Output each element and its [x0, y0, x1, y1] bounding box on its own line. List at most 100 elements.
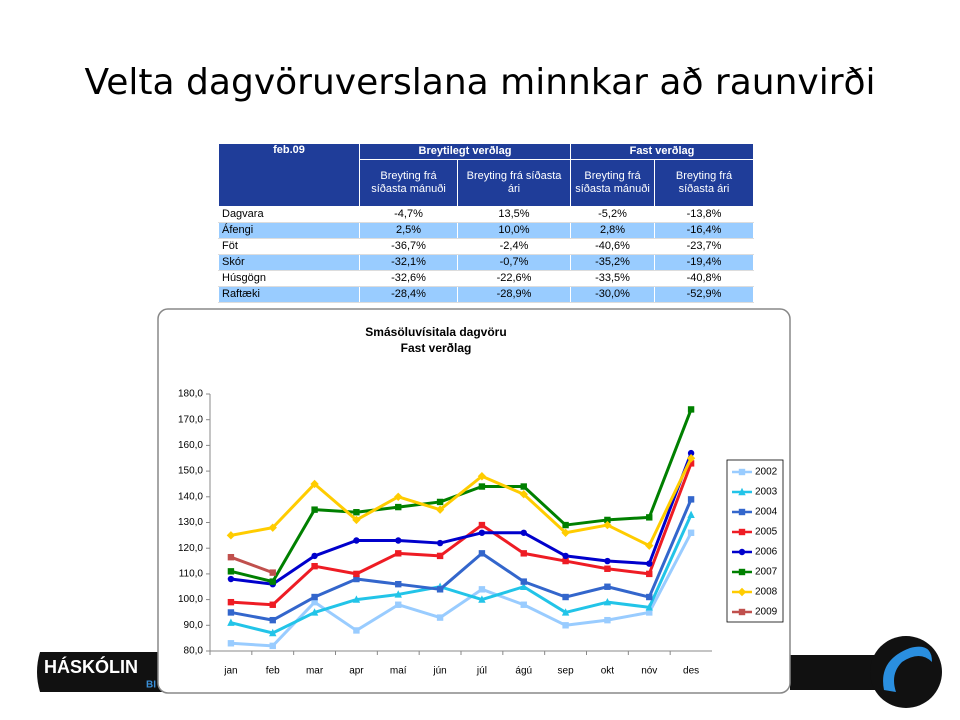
- point: [603, 597, 612, 606]
- point: [436, 498, 444, 506]
- table-cell: -13,8%: [654, 206, 754, 223]
- series-line: [230, 452, 693, 586]
- point: [227, 553, 235, 561]
- legend-label: 2004: [755, 507, 778, 518]
- row-label: Föt: [218, 238, 360, 255]
- chart-frame: [157, 308, 791, 694]
- logo-sub: BI: [146, 680, 156, 691]
- table-cell: 10,0%: [457, 222, 571, 239]
- point: [478, 529, 486, 536]
- group-header: Fast verðlag: [570, 143, 754, 160]
- table-body: Dagvara -4,7% 13,5% -5,2% -13,8% Áfengi 2,5% 10…: [218, 206, 754, 303]
- point: [604, 565, 611, 572]
- series-line: [230, 555, 274, 575]
- y-tick-label: 80,0: [184, 646, 204, 657]
- series-line: [230, 462, 693, 607]
- legend-marker: [738, 508, 746, 516]
- sub-header: Breyting frá síðasta ári: [457, 159, 571, 207]
- point: [645, 603, 653, 611]
- x-tick-label: ágú: [515, 666, 532, 677]
- y-tick-label: 110,0: [179, 569, 204, 580]
- point: [395, 550, 402, 557]
- x-tick-label: nóv: [641, 666, 657, 677]
- x-tick-label: júl: [476, 666, 487, 677]
- point: [604, 557, 611, 565]
- point: [352, 595, 361, 603]
- point: [478, 595, 486, 603]
- logo-text: HÁSKÓLIN: [44, 656, 138, 677]
- table-row: Dagvara -4,7% 13,5% -5,2% -13,8%: [218, 206, 754, 223]
- point: [562, 557, 569, 565]
- table-row: Áfengi 2,5% 10,0% 2,8% -16,4%: [218, 222, 754, 239]
- table-cell: -52,9%: [654, 286, 754, 303]
- legend-box: [726, 459, 784, 623]
- point: [562, 521, 569, 529]
- point: [311, 598, 318, 606]
- data-table: feb.09 Breytilegt verðlag Fast verðlag B…: [218, 143, 754, 303]
- point: [352, 515, 361, 525]
- table-cell: -32,6%: [359, 270, 458, 287]
- chart-subtitle: Fast verðlag: [401, 341, 472, 355]
- point: [269, 578, 276, 585]
- table-cell: -40,6%: [570, 238, 655, 255]
- x-tick-label: jún: [432, 666, 446, 677]
- point: [646, 560, 653, 567]
- point: [604, 516, 611, 524]
- series-line: [230, 457, 693, 548]
- legend-marker: [738, 468, 746, 476]
- point: [687, 406, 695, 413]
- table-cell: -22,6%: [457, 270, 571, 287]
- point: [311, 552, 318, 560]
- point: [436, 586, 444, 593]
- table-cell: -35,2%: [570, 254, 655, 271]
- legend-label: 2009: [755, 607, 778, 618]
- point: [395, 580, 402, 588]
- legend-marker: [738, 568, 746, 576]
- legend-label: 2005: [755, 527, 778, 538]
- point: [520, 582, 528, 590]
- legend-marker: [738, 528, 746, 536]
- table-cell: -28,4%: [359, 286, 458, 303]
- x-tick-label: feb: [266, 666, 280, 677]
- point: [603, 520, 612, 530]
- logo-left-band: [37, 652, 162, 692]
- series-line: [230, 514, 693, 635]
- series-line: [230, 498, 693, 622]
- table-row: Húsgögn -32,6% -22,6% -33,5% -40,8%: [218, 270, 754, 287]
- point: [520, 483, 527, 490]
- point: [269, 642, 276, 650]
- point: [310, 608, 319, 616]
- point: [227, 609, 235, 616]
- point: [227, 575, 235, 583]
- y-tick-label: 160,0: [178, 440, 203, 451]
- legend-marker: [738, 487, 746, 496]
- point: [269, 628, 277, 637]
- corner-cell: feb.09: [218, 143, 360, 207]
- point: [478, 483, 486, 490]
- point: [227, 618, 235, 626]
- point: [561, 608, 570, 616]
- y-tick-label: 120,0: [178, 543, 203, 554]
- table-cell: -28,9%: [457, 286, 571, 303]
- point: [562, 622, 569, 629]
- point: [311, 562, 318, 570]
- table-cell: -2,4%: [457, 238, 571, 255]
- table-row: Föt -36,7% -2,4% -40,6% -23,7%: [218, 238, 754, 255]
- row-label: Raftæki: [218, 286, 360, 303]
- point: [227, 568, 235, 575]
- point: [395, 601, 402, 608]
- point: [646, 609, 653, 616]
- point: [269, 616, 276, 624]
- point: [646, 514, 653, 521]
- table-cell: -0,7%: [457, 254, 571, 271]
- row-label: Dagvara: [218, 206, 360, 223]
- x-tick-label: sep: [558, 666, 575, 677]
- x-tick-label: mar: [306, 666, 324, 677]
- table-cell: -32,1%: [359, 254, 458, 271]
- point: [436, 552, 444, 560]
- chart-title: Smásöluvísitala dagvöru: [365, 325, 506, 339]
- point: [269, 569, 276, 576]
- sub-header: Breyting frá síðasta ári: [654, 159, 754, 207]
- table-cell: -16,4%: [654, 222, 754, 239]
- y-tick-label: 150,0: [178, 466, 203, 477]
